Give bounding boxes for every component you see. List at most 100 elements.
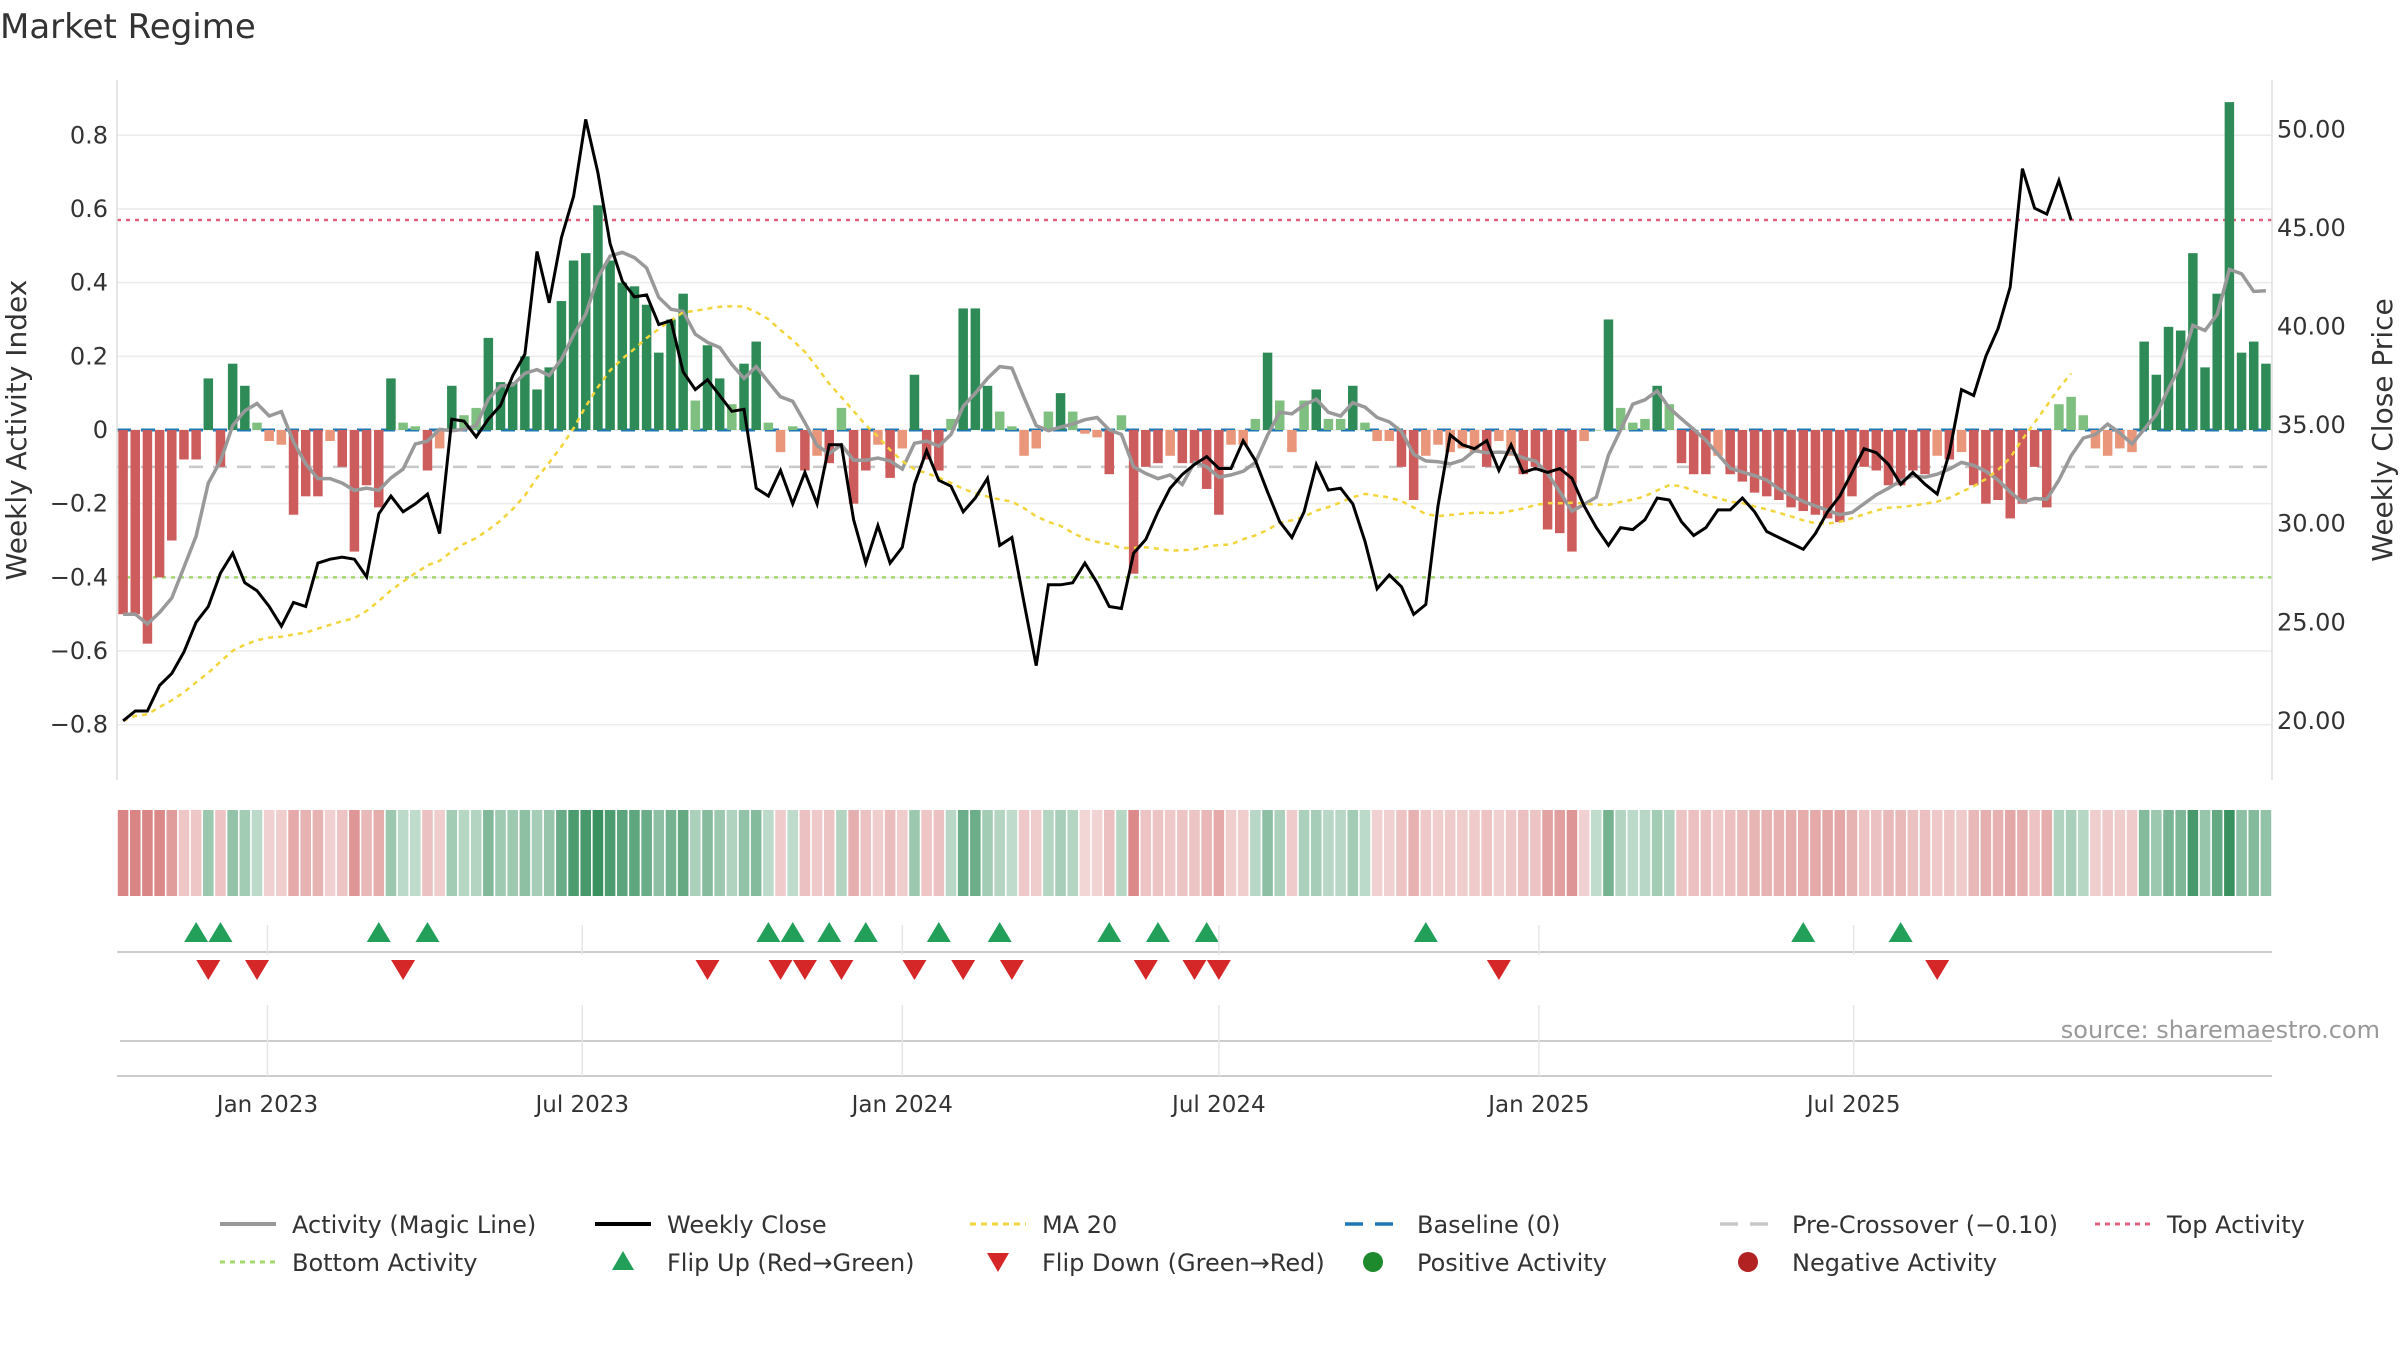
regime-cell xyxy=(1030,810,1042,896)
regime-cell xyxy=(312,810,324,896)
activity-bar xyxy=(2054,404,2064,430)
activity-bar xyxy=(1652,385,1662,430)
regime-cell xyxy=(1554,810,1566,896)
activity-bar xyxy=(1628,422,1638,430)
flip-up-marker xyxy=(184,922,209,942)
regime-cell xyxy=(2175,810,2186,896)
regime-cell xyxy=(1201,810,1212,896)
regime-cell xyxy=(677,810,689,896)
activity-bar xyxy=(787,426,798,430)
activity-bar xyxy=(507,382,518,430)
activity-bar xyxy=(605,260,615,430)
regime-cell xyxy=(629,810,640,896)
regime-cell xyxy=(434,810,445,896)
regime-cell xyxy=(1676,810,1687,896)
regime-cell xyxy=(2138,810,2150,896)
regime-cell xyxy=(1810,810,1821,896)
regime-cell xyxy=(860,810,872,896)
flip-up-marker xyxy=(853,922,878,942)
activity-bar xyxy=(1055,393,1066,430)
regime-cell xyxy=(1834,810,1846,896)
regime-cell xyxy=(117,810,129,896)
regime-cell xyxy=(1919,810,1931,896)
y-left-label: Weekly Activity Index xyxy=(0,280,33,581)
regime-cell xyxy=(1664,810,1675,896)
activity-bar xyxy=(167,430,177,541)
activity-bar xyxy=(2261,363,2271,430)
regime-cell xyxy=(507,810,518,896)
regime-cell xyxy=(1286,810,1298,896)
flip-down-marker xyxy=(1486,960,1511,980)
y-left-tick-label: −0.8 xyxy=(50,711,108,739)
flip-down-marker xyxy=(902,960,927,980)
regime-cell xyxy=(921,810,932,896)
regime-cell xyxy=(1152,810,1164,896)
regime-cell xyxy=(1347,810,1359,896)
regime-strip xyxy=(117,810,2272,896)
regime-cell xyxy=(1225,810,1237,896)
activity-bar xyxy=(873,430,883,445)
regime-cell xyxy=(2211,810,2223,896)
activity-bar xyxy=(2078,415,2089,430)
activity-bar xyxy=(1189,430,1200,464)
regime-cell xyxy=(361,810,372,896)
activity-bar xyxy=(1871,430,1882,471)
regime-cell xyxy=(1177,810,1188,896)
activity-bar xyxy=(848,430,859,504)
activity-bar xyxy=(885,430,895,478)
activity-bar xyxy=(1835,430,1845,523)
regime-cell xyxy=(775,810,786,896)
activity-bar xyxy=(252,422,262,430)
activity-bar xyxy=(921,430,932,460)
regime-cell xyxy=(702,810,713,896)
regime-cell xyxy=(531,810,543,896)
regime-cell xyxy=(2224,810,2235,896)
activity-bar xyxy=(1676,430,1687,464)
flip-down-marker xyxy=(695,960,720,980)
activity-bar xyxy=(398,422,408,430)
activity-bar xyxy=(1226,430,1236,445)
regime-cell xyxy=(1651,810,1663,896)
flip-up-marker xyxy=(1888,922,1913,942)
activity-bar xyxy=(1968,430,1979,486)
regime-cell xyxy=(1931,810,1943,896)
activity-bar xyxy=(775,430,786,453)
regime-cell xyxy=(1785,810,1797,896)
y-left-tick-label: −0.6 xyxy=(50,637,108,665)
regime-cell xyxy=(1469,810,1480,896)
regime-cell xyxy=(994,810,1005,896)
regime-cell xyxy=(1858,810,1870,896)
activity-bar xyxy=(800,430,810,471)
regime-cell xyxy=(738,810,750,896)
flip-up-marker xyxy=(817,922,842,942)
regime-cell xyxy=(653,810,665,896)
activity-bar xyxy=(1153,430,1163,464)
activity-bar xyxy=(1238,430,1248,445)
activity-bar xyxy=(897,430,908,449)
x-tick-label: Jul 2023 xyxy=(533,1092,629,1118)
regime-cell xyxy=(166,810,178,896)
regime-cell xyxy=(1384,810,1395,896)
activity-bar xyxy=(982,385,993,430)
activity-bars xyxy=(118,102,2271,644)
regime-cell xyxy=(1274,810,1286,896)
regime-cell xyxy=(1189,810,1200,896)
activity-bar xyxy=(1128,430,1139,574)
regime-cell xyxy=(2114,810,2126,896)
regime-cell xyxy=(1396,810,1407,896)
regime-cell xyxy=(836,810,847,896)
activity-bar xyxy=(1287,430,1297,453)
activity-bar xyxy=(666,319,676,430)
regime-cell xyxy=(1883,810,1894,896)
regime-cell xyxy=(1213,810,1225,896)
regime-cell xyxy=(714,810,725,896)
activity-bar xyxy=(2163,326,2174,430)
regime-cell xyxy=(1688,810,1699,896)
regime-cell xyxy=(1968,810,1979,896)
activity-bar xyxy=(1494,430,1504,442)
regime-cell xyxy=(2151,810,2162,896)
legend: Activity (Magic Line) Weekly Close MA 20 Ba… xyxy=(220,1211,2305,1277)
activity-bar xyxy=(678,293,688,430)
regime-cell xyxy=(422,810,433,896)
activity-bar xyxy=(1262,352,1273,430)
